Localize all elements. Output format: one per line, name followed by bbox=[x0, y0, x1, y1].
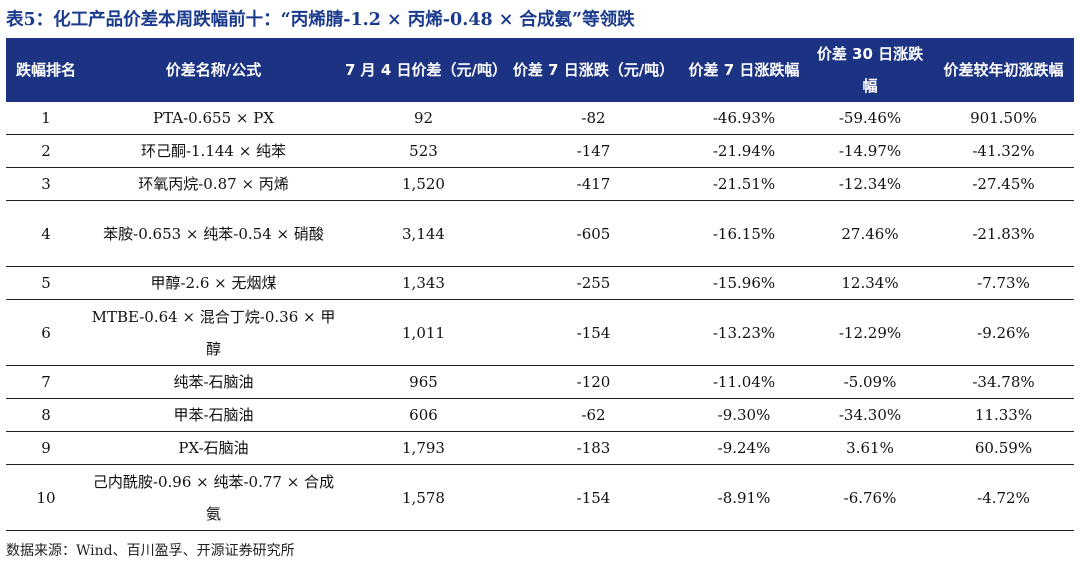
header-price: 7 月 4 日价差（元/吨） bbox=[345, 61, 508, 79]
cell-pct30: -12.29% bbox=[807, 299, 933, 366]
cell-pct30: -59.46% bbox=[807, 102, 933, 135]
cell-chg7: -154 bbox=[506, 464, 681, 531]
cell-name: 环氧丙烷-0.87 × 丙烯 bbox=[86, 167, 341, 201]
table-row: 3 环氧丙烷-0.87 × 丙烯 1,520 -417 -21.51% -12.… bbox=[6, 167, 1074, 201]
cell-ytd: -9.26% bbox=[933, 299, 1074, 366]
cell-price: 1,578 bbox=[341, 464, 506, 531]
cell-rank: 2 bbox=[6, 134, 86, 168]
cell-rank: 9 bbox=[6, 431, 86, 465]
cell-name: 己内酰胺-0.96 × 纯苯-0.77 × 合成氨 bbox=[86, 464, 341, 531]
table-row: 9 PX-石脑油 1,793 -183 -9.24% 3.61% 60.59% bbox=[6, 431, 1074, 465]
cell-pct7: -15.96% bbox=[681, 266, 807, 300]
cell-pct7: -16.15% bbox=[681, 200, 807, 267]
table-header-row: 跌幅排名 价差名称/公式 7 月 4 日价差（元/吨） 价差 7 日涨跌（元/吨… bbox=[6, 38, 1074, 102]
cell-price: 1,793 bbox=[341, 431, 506, 465]
cell-ytd: 60.59% bbox=[933, 431, 1074, 465]
cell-ytd: -34.78% bbox=[933, 365, 1074, 399]
cell-chg7: -62 bbox=[506, 398, 681, 432]
cell-name: 环己酮-1.144 × 纯苯 bbox=[86, 134, 341, 168]
header-pct7: 价差 7 日涨跌幅 bbox=[688, 61, 800, 79]
cell-chg7: -120 bbox=[506, 365, 681, 399]
cell-price: 3,144 bbox=[341, 200, 506, 267]
cell-ytd: -7.73% bbox=[933, 266, 1074, 300]
cell-pct7: -9.24% bbox=[681, 431, 807, 465]
header-chg7: 价差 7 日涨跌（元/吨） bbox=[512, 61, 675, 79]
cell-name: MTBE-0.64 × 混合丁烷-0.36 × 甲醇 bbox=[86, 299, 341, 366]
cell-rank: 3 bbox=[6, 167, 86, 201]
cell-rank: 6 bbox=[6, 299, 86, 366]
cell-rank: 1 bbox=[6, 102, 86, 135]
cell-chg7: -605 bbox=[506, 200, 681, 267]
table-row: 1 PTA-0.655 × PX 92 -82 -46.93% -59.46% … bbox=[6, 102, 1074, 135]
cell-pct30: -6.76% bbox=[807, 464, 933, 531]
cell-price: 606 bbox=[341, 398, 506, 432]
header-pct30: 价差 30 日涨跌幅 bbox=[816, 45, 924, 95]
header-ytd: 价差较年初涨跌幅 bbox=[943, 61, 1064, 79]
table-row: 7 纯苯-石脑油 965 -120 -11.04% -5.09% -34.78% bbox=[6, 365, 1074, 399]
cell-pct30: -12.34% bbox=[807, 167, 933, 201]
cell-chg7: -154 bbox=[506, 299, 681, 366]
cell-rank: 4 bbox=[6, 200, 86, 267]
cell-pct7: -13.23% bbox=[681, 299, 807, 366]
cell-price: 1,343 bbox=[341, 266, 506, 300]
cell-price: 523 bbox=[341, 134, 506, 168]
cell-ytd: 901.50% bbox=[933, 102, 1074, 135]
cell-pct7: -21.94% bbox=[681, 134, 807, 168]
cell-ytd: -27.45% bbox=[933, 167, 1074, 201]
cell-pct7: -21.51% bbox=[681, 167, 807, 201]
table-row: 6 MTBE-0.64 × 混合丁烷-0.36 × 甲醇 1,011 -154 … bbox=[6, 299, 1074, 366]
table-title: 表5：化工产品价差本周跌幅前十：“丙烯腈-1.2 × 丙烯-0.48 × 合成氨… bbox=[6, 10, 635, 30]
cell-chg7: -147 bbox=[506, 134, 681, 168]
cell-pct30: -14.97% bbox=[807, 134, 933, 168]
cell-pct30: 12.34% bbox=[807, 266, 933, 300]
cell-pct7: -8.91% bbox=[681, 464, 807, 531]
cell-name: 纯苯-石脑油 bbox=[86, 365, 341, 399]
cell-price: 1,520 bbox=[341, 167, 506, 201]
cell-name: 甲苯-石脑油 bbox=[86, 398, 341, 432]
header-name: 价差名称/公式 bbox=[165, 61, 262, 79]
cell-pct7: -9.30% bbox=[681, 398, 807, 432]
source-note: 数据来源：Wind、百川盈孚、开源证券研究所 bbox=[6, 543, 295, 559]
cell-rank: 8 bbox=[6, 398, 86, 432]
spread-decline-table: 跌幅排名 价差名称/公式 7 月 4 日价差（元/吨） 价差 7 日涨跌（元/吨… bbox=[6, 38, 1074, 531]
cell-ytd: 11.33% bbox=[933, 398, 1074, 432]
cell-pct30: -34.30% bbox=[807, 398, 933, 432]
header-rank: 跌幅排名 bbox=[15, 61, 76, 79]
cell-price: 1,011 bbox=[341, 299, 506, 366]
cell-chg7: -255 bbox=[506, 266, 681, 300]
cell-chg7: -417 bbox=[506, 167, 681, 201]
cell-name: PTA-0.655 × PX bbox=[86, 102, 341, 135]
cell-pct30: 27.46% bbox=[807, 200, 933, 267]
cell-ytd: -41.32% bbox=[933, 134, 1074, 168]
table-row: 4 苯胺-0.653 × 纯苯-0.54 × 硝酸 3,144 -605 -16… bbox=[6, 200, 1074, 267]
cell-pct7: -11.04% bbox=[681, 365, 807, 399]
cell-rank: 7 bbox=[6, 365, 86, 399]
cell-name: PX-石脑油 bbox=[86, 431, 341, 465]
cell-rank: 10 bbox=[6, 464, 86, 531]
cell-name: 甲醇-2.6 × 无烟煤 bbox=[86, 266, 341, 300]
cell-pct7: -46.93% bbox=[681, 102, 807, 135]
table-row: 5 甲醇-2.6 × 无烟煤 1,343 -255 -15.96% 12.34%… bbox=[6, 266, 1074, 300]
cell-price: 965 bbox=[341, 365, 506, 399]
table-row: 10 己内酰胺-0.96 × 纯苯-0.77 × 合成氨 1,578 -154 … bbox=[6, 464, 1074, 531]
cell-price: 92 bbox=[341, 102, 506, 135]
table-row: 8 甲苯-石脑油 606 -62 -9.30% -34.30% 11.33% bbox=[6, 398, 1074, 432]
cell-rank: 5 bbox=[6, 266, 86, 300]
cell-name: 苯胺-0.653 × 纯苯-0.54 × 硝酸 bbox=[86, 200, 341, 267]
cell-pct30: -5.09% bbox=[807, 365, 933, 399]
cell-ytd: -21.83% bbox=[933, 200, 1074, 267]
table-row: 2 环己酮-1.144 × 纯苯 523 -147 -21.94% -14.97… bbox=[6, 134, 1074, 168]
cell-pct30: 3.61% bbox=[807, 431, 933, 465]
cell-chg7: -183 bbox=[506, 431, 681, 465]
cell-chg7: -82 bbox=[506, 102, 681, 135]
cell-ytd: -4.72% bbox=[933, 464, 1074, 531]
